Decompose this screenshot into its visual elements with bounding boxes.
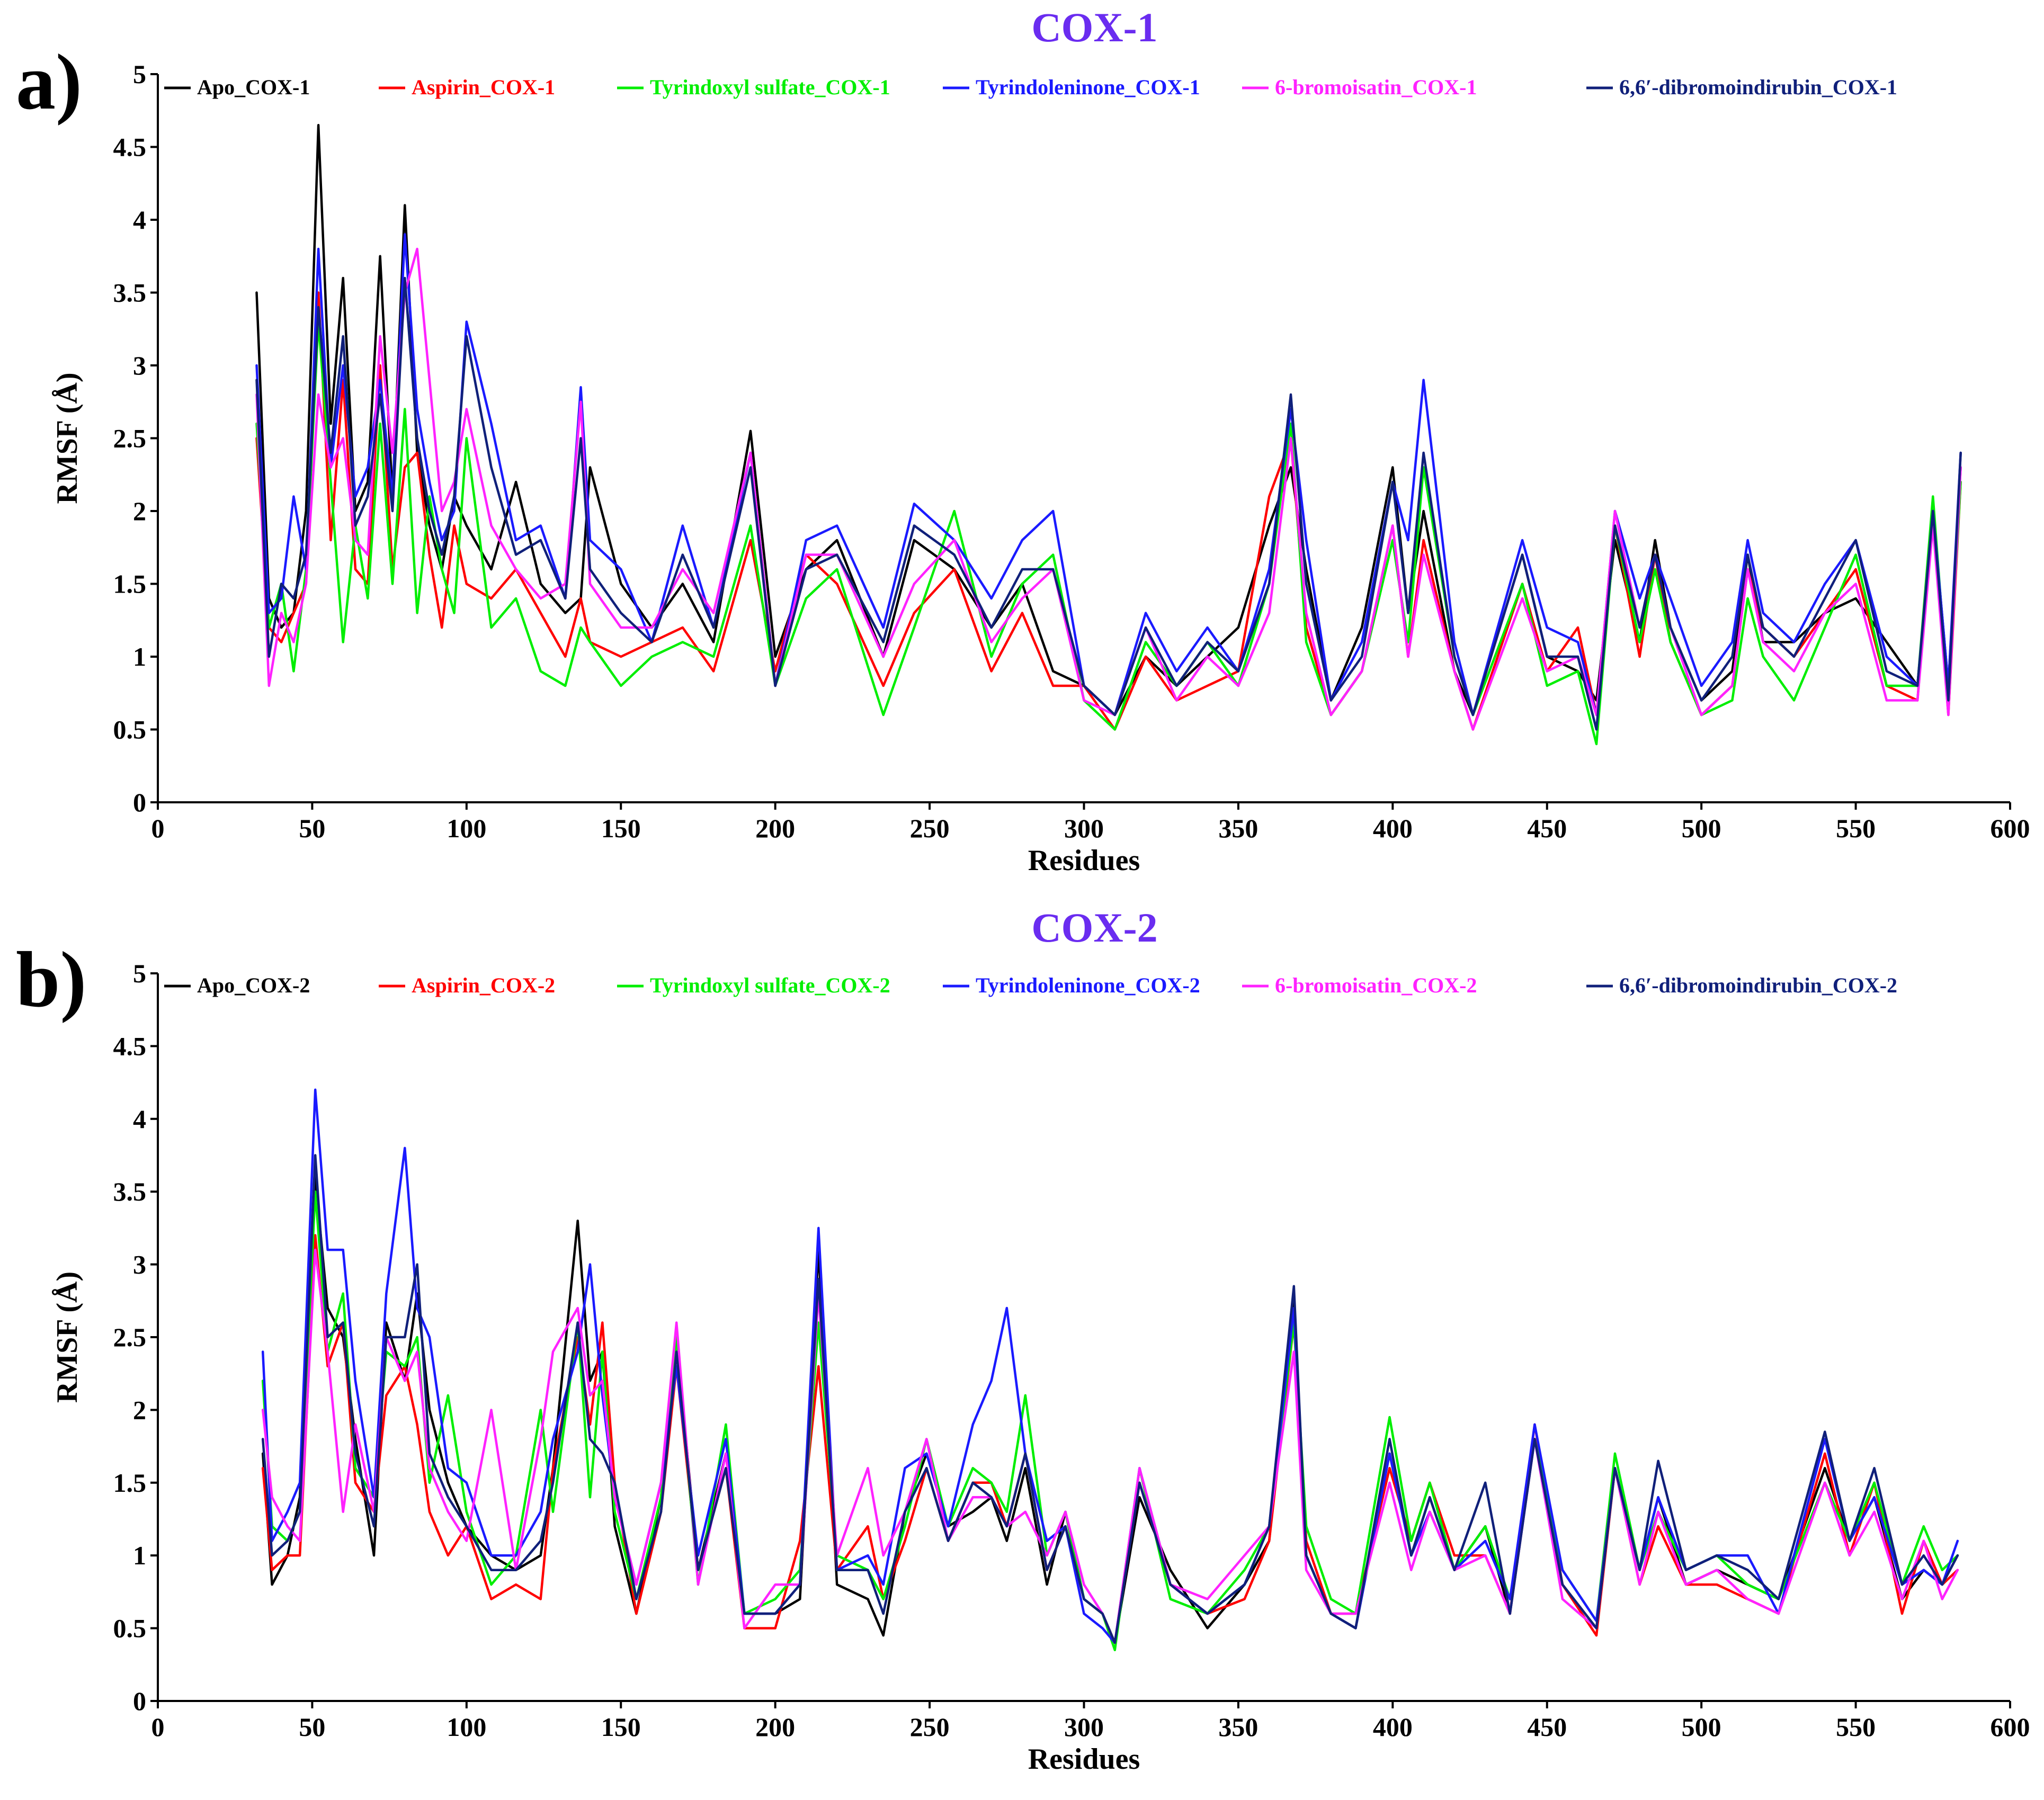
- y-tick-label: 5: [133, 959, 146, 988]
- chart-panel-a: a)COX-100.511.522.533.544.550 50 100 150 200…: [16, 4, 2030, 877]
- chart-title: COX-1: [1031, 4, 1157, 50]
- legend-label: Apo_COX-1: [197, 75, 310, 99]
- legend-item: 6-bromoisatin_COX-1: [1242, 75, 1477, 99]
- x-tick-label: 500: [1682, 813, 1721, 843]
- x-tick-label: 50: [299, 813, 325, 843]
- x-tick-label: 100: [447, 1712, 486, 1742]
- y-tick-label: 5: [133, 59, 146, 89]
- y-tick-label: 0: [133, 1686, 146, 1716]
- legend-label: Apo_COX-2: [197, 973, 310, 997]
- y-tick-label: 2: [133, 1395, 146, 1425]
- panel-label: b): [16, 936, 86, 1024]
- legend-label: Tyrindoleninone_COX-1: [976, 75, 1200, 99]
- y-tick-label: 4.5: [113, 132, 147, 162]
- legend-item: Apo_COX-1: [164, 75, 310, 99]
- y-tick-label: 4: [133, 205, 146, 235]
- y-tick-label: 2: [133, 496, 146, 526]
- series-line-4: [255, 233, 1962, 717]
- x-tick-label: 300: [1064, 813, 1104, 843]
- x-tick-label: 0: [151, 813, 165, 843]
- series-line-2: [255, 291, 1962, 731]
- y-tick-label: 3.5: [113, 278, 147, 308]
- legend-label: Tyrindoxyl sulfate_COX-2: [650, 973, 890, 997]
- x-tick-label: 450: [1527, 813, 1567, 843]
- y-tick-label: 3: [133, 351, 146, 380]
- series-line-5: [255, 247, 1962, 731]
- legend-item: Tyrindoleninone_COX-2: [943, 973, 1200, 997]
- y-tick-label: 0.5: [113, 715, 147, 745]
- x-tick-label: 0: [151, 1712, 165, 1742]
- x-tick-label: 550: [1836, 813, 1876, 843]
- y-tick-label: 4: [133, 1104, 146, 1134]
- series-line-1: [261, 1176, 1959, 1644]
- y-tick-label: 0.5: [113, 1614, 147, 1643]
- legend-item: 6,6′-dibromoindirubin_COX-1: [1586, 75, 1897, 99]
- panel-label: a): [16, 38, 82, 126]
- legend-label: Aspirin_COX-2: [412, 973, 555, 997]
- series-line-6: [261, 1154, 1959, 1644]
- x-tick-label: 150: [601, 1712, 641, 1742]
- chart-title: COX-2: [1031, 905, 1157, 951]
- x-tick-label: 350: [1218, 813, 1258, 843]
- legend-label: Tyrindoleninone_COX-2: [976, 973, 1200, 997]
- x-tick-label: 200: [755, 813, 795, 843]
- x-axis-label: Residues: [1028, 844, 1140, 877]
- x-axis-label: Residues: [1028, 1743, 1140, 1776]
- x-tick-label: 450: [1527, 1712, 1567, 1742]
- legend-label: 6-bromoisatin_COX-1: [1275, 75, 1477, 99]
- legend-item: Aspirin_COX-2: [379, 973, 555, 997]
- legend-item: 6,6′-dibromoindirubin_COX-2: [1586, 973, 1897, 997]
- legend-item: Tyrindoxyl sulfate_COX-2: [617, 973, 890, 997]
- chart-panel-b: b)COX-200.511.522.533.544.550 50 100 150 200…: [16, 905, 2030, 1776]
- y-axis-label: RMSF (Å): [51, 372, 84, 504]
- x-tick-label: 400: [1373, 1712, 1413, 1742]
- legend-item: Tyrindoxyl sulfate_COX-1: [617, 75, 890, 99]
- y-tick-label: 1.5: [113, 569, 147, 599]
- y-tick-label: 1: [133, 642, 146, 671]
- series-line-2: [261, 1234, 1959, 1644]
- legend-item: Tyrindoleninone_COX-1: [943, 75, 1200, 99]
- series-line-1: [255, 124, 1962, 717]
- y-tick-label: 2.5: [113, 1322, 147, 1352]
- legend-label: 6,6′-dibromoindirubin_COX-1: [1619, 75, 1897, 99]
- x-tick-label: 250: [910, 1712, 950, 1742]
- legend-label: Tyrindoxyl sulfate_COX-1: [650, 75, 890, 99]
- y-tick-label: 1: [133, 1541, 146, 1570]
- series-line-6: [255, 276, 1962, 731]
- x-tick-label: 500: [1682, 1712, 1721, 1742]
- y-tick-label: 3.5: [113, 1177, 147, 1206]
- y-tick-label: 1.5: [113, 1468, 147, 1498]
- x-tick-label: 100: [447, 813, 486, 843]
- y-tick-label: 4.5: [113, 1031, 147, 1061]
- x-tick-label: 600: [1991, 813, 2030, 843]
- legend-label: 6,6′-dibromoindirubin_COX-2: [1619, 973, 1897, 997]
- y-axis-label: RMSF (Å): [51, 1271, 84, 1403]
- x-tick-label: 600: [1991, 1712, 2030, 1742]
- x-tick-label: 300: [1064, 1712, 1104, 1742]
- x-tick-label: 150: [601, 813, 641, 843]
- x-tick-label: 200: [755, 1712, 795, 1742]
- x-tick-label: 250: [910, 813, 950, 843]
- x-tick-label: 550: [1836, 1712, 1876, 1742]
- legend-item: Aspirin_COX-1: [379, 75, 555, 99]
- legend-label: 6-bromoisatin_COX-2: [1275, 973, 1477, 997]
- legend-item: Apo_COX-2: [164, 973, 310, 997]
- y-tick-label: 2.5: [113, 424, 147, 453]
- y-tick-label: 3: [133, 1250, 146, 1279]
- y-tick-label: 0: [133, 787, 146, 817]
- x-tick-label: 400: [1373, 813, 1413, 843]
- x-tick-label: 350: [1218, 1712, 1258, 1742]
- series-line-3: [261, 1190, 1959, 1652]
- legend-label: Aspirin_COX-1: [412, 75, 555, 99]
- x-tick-label: 50: [299, 1712, 325, 1742]
- legend-item: 6-bromoisatin_COX-2: [1242, 973, 1477, 997]
